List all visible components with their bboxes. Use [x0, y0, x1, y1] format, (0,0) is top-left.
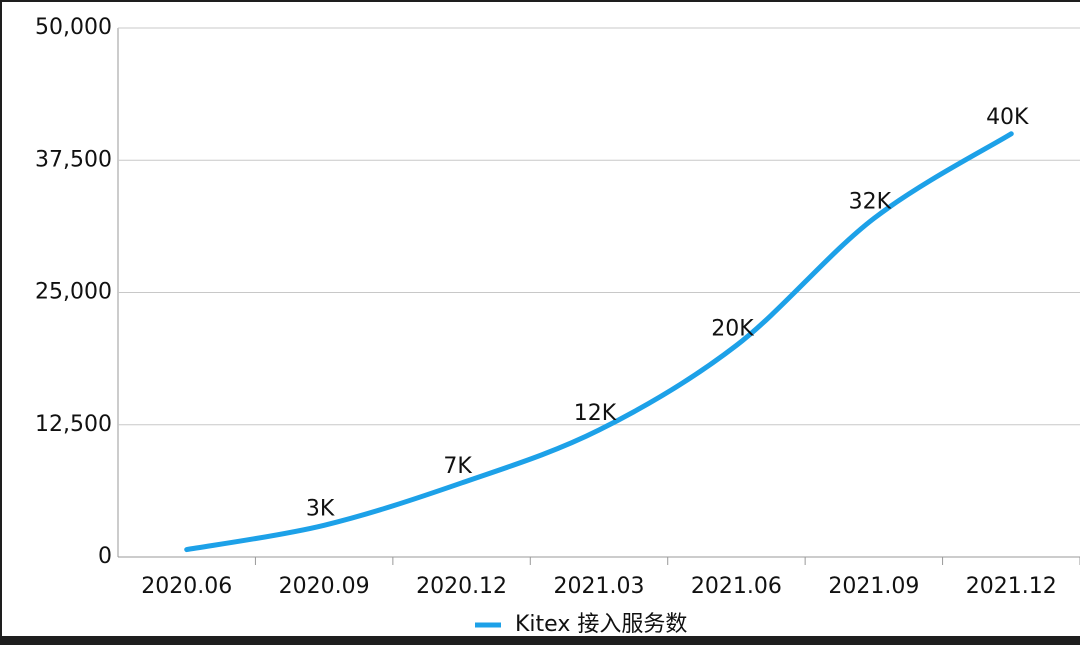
x-tick-label: 2021.09 [828, 574, 919, 599]
data-label: 7K [443, 454, 472, 479]
series-line [184, 131, 1014, 553]
data-label: 40K [986, 105, 1029, 130]
y-tick-label: 50,000 [35, 15, 112, 40]
data-label: 3K [306, 496, 335, 521]
x-tick-label: 2021.03 [554, 574, 645, 599]
x-tick-label: 2020.06 [141, 574, 232, 599]
data-label: 20K [711, 316, 754, 341]
x-tick-label: 2020.09 [279, 574, 370, 599]
y-tick-label: 0 [98, 544, 112, 569]
legend-label: Kitex 接入服务数 [515, 612, 687, 637]
x-tick-label: 2020.12 [416, 574, 507, 599]
x-tick-label: 2021.12 [966, 574, 1057, 599]
x-tick-label: 2021.06 [691, 574, 782, 599]
data-label: 32K [849, 189, 892, 214]
y-tick-label: 37,500 [35, 147, 112, 172]
y-tick-label: 12,500 [35, 412, 112, 437]
data-label: 12K [574, 401, 617, 426]
y-tick-label: 25,000 [35, 280, 112, 305]
